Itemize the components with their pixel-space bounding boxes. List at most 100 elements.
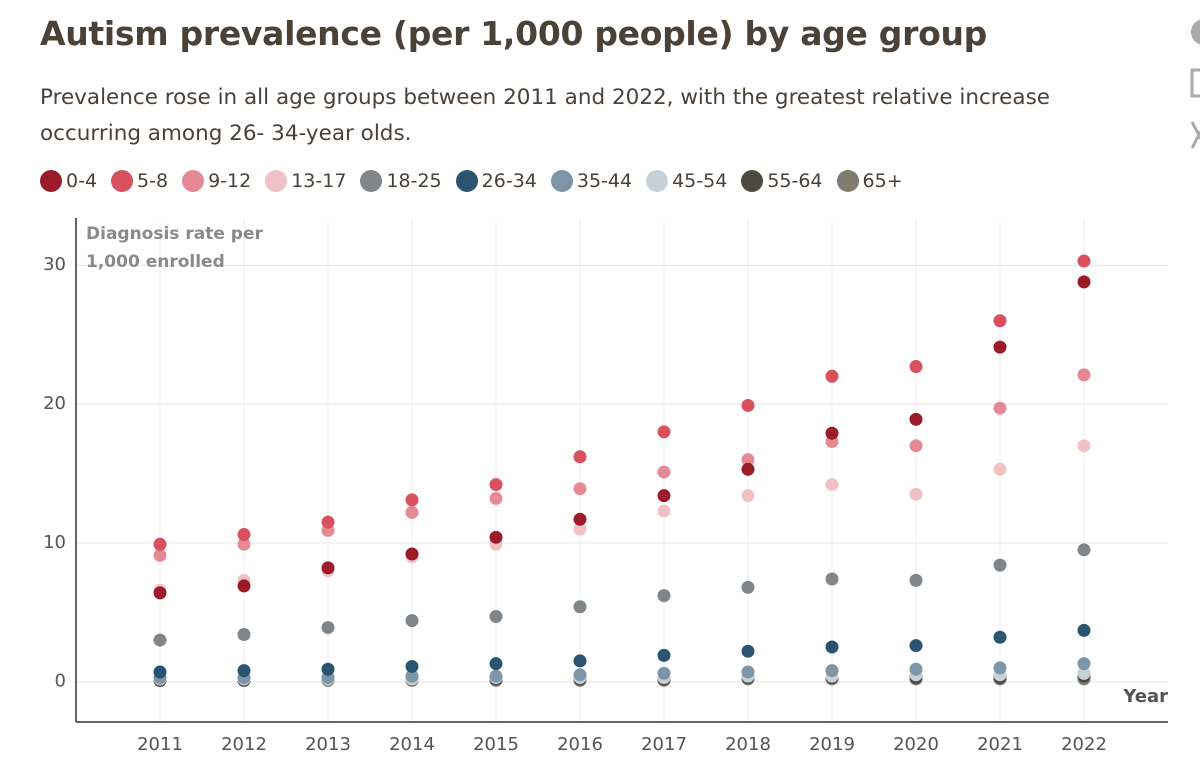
legend-label: 13-17 <box>291 170 347 192</box>
data-point <box>909 573 923 587</box>
data-point <box>153 548 167 562</box>
data-point <box>825 478 839 492</box>
legend-swatch <box>455 170 478 192</box>
chart-title: Autism prevalence (per 1,000 people) by … <box>40 14 987 53</box>
data-point <box>909 487 923 501</box>
legend-item: 45-54 <box>646 170 727 192</box>
data-point <box>573 522 587 536</box>
data-point <box>489 530 503 544</box>
data-point <box>573 654 587 668</box>
legend-item: 35-44 <box>550 170 633 192</box>
data-point <box>741 462 755 476</box>
data-point <box>909 412 923 426</box>
legend-item: 5-8 <box>111 170 168 192</box>
x-tick-label: 2013 <box>305 734 351 755</box>
legend-swatch <box>111 170 134 192</box>
data-point <box>657 465 671 479</box>
legend-swatch <box>550 170 573 192</box>
data-point <box>153 633 167 647</box>
legend-item: 0-4 <box>40 170 97 192</box>
data-point <box>1077 254 1091 268</box>
data-point <box>405 669 419 683</box>
data-point <box>993 558 1007 572</box>
side-icon[interactable] <box>1190 121 1200 149</box>
data-point <box>405 547 419 561</box>
legend-item: 55-64 <box>741 170 823 192</box>
legend-swatch <box>360 170 383 192</box>
chart-subtitle: Prevalence rose in all age groups betwee… <box>40 85 1051 146</box>
data-point <box>657 489 671 503</box>
legend-swatch <box>40 170 62 192</box>
legend-swatch <box>836 170 859 192</box>
data-point <box>741 665 755 679</box>
legend-item: 26-34 <box>455 170 537 192</box>
legend-swatch <box>646 170 669 192</box>
legend-label: 55-64 <box>767 170 823 192</box>
data-point <box>993 401 1007 415</box>
data-point <box>1077 666 1091 680</box>
legend-item: 13-17 <box>265 170 346 192</box>
data-point <box>657 648 671 662</box>
x-axis-label: Year <box>1122 686 1168 707</box>
data-point <box>1077 275 1091 289</box>
side-icon[interactable] <box>1190 68 1200 98</box>
data-point <box>405 614 419 628</box>
data-point <box>153 537 167 551</box>
data-point <box>573 668 587 682</box>
data-point <box>825 664 839 678</box>
x-tick-label: 2016 <box>557 734 603 755</box>
legend-item: 18-25 <box>360 170 442 192</box>
data-point <box>657 666 671 680</box>
data-point <box>993 630 1007 644</box>
data-point <box>405 659 419 673</box>
y-tick-label: 10 <box>43 532 66 553</box>
data-point <box>993 340 1007 354</box>
data-point <box>237 628 251 642</box>
data-point <box>321 621 335 635</box>
data-point <box>825 369 839 383</box>
data-point <box>909 639 923 653</box>
data-point <box>909 360 923 374</box>
data-point <box>153 665 167 679</box>
legend-label: 35-44 <box>576 170 633 192</box>
data-point <box>657 589 671 603</box>
data-point <box>573 512 587 526</box>
data-point <box>1077 543 1091 557</box>
x-tick-label: 2019 <box>809 734 855 755</box>
data-point <box>657 504 671 518</box>
data-point <box>993 314 1007 328</box>
legend-label: 45-54 <box>672 170 728 192</box>
data-point <box>573 450 587 464</box>
y-tick-label: 0 <box>55 671 66 692</box>
data-point <box>237 537 251 551</box>
data-point <box>489 657 503 671</box>
data-point <box>825 426 839 440</box>
x-tick-label: 2014 <box>389 734 435 755</box>
data-point <box>825 572 839 586</box>
legend-item: 9-12 <box>182 170 251 192</box>
data-point <box>489 609 503 623</box>
data-point <box>993 661 1007 675</box>
side-icon[interactable] <box>1191 19 1200 45</box>
data-point <box>909 439 923 453</box>
legend: 0-4 5-8 9-12 13-17 18-25 26-34 35-44 45-54 55-64… <box>40 170 903 192</box>
x-tick-label: 2018 <box>725 734 771 755</box>
data-point <box>909 662 923 676</box>
legend-swatch <box>265 170 288 192</box>
legend-swatch <box>741 170 764 192</box>
data-point <box>741 453 755 467</box>
data-point <box>405 505 419 519</box>
legend-label: 0-4 <box>66 170 98 192</box>
x-tick-label: 2022 <box>1061 734 1107 755</box>
x-tick-label: 2017 <box>641 734 687 755</box>
data-point <box>741 580 755 594</box>
data-point <box>657 425 671 439</box>
data-point <box>1077 623 1091 637</box>
data-point <box>741 489 755 503</box>
y-tick-label: 30 <box>43 254 66 275</box>
data-point <box>489 669 503 683</box>
x-tick-label: 2021 <box>977 734 1023 755</box>
legend-swatch <box>182 170 205 192</box>
x-tick-label: 2012 <box>221 734 267 755</box>
